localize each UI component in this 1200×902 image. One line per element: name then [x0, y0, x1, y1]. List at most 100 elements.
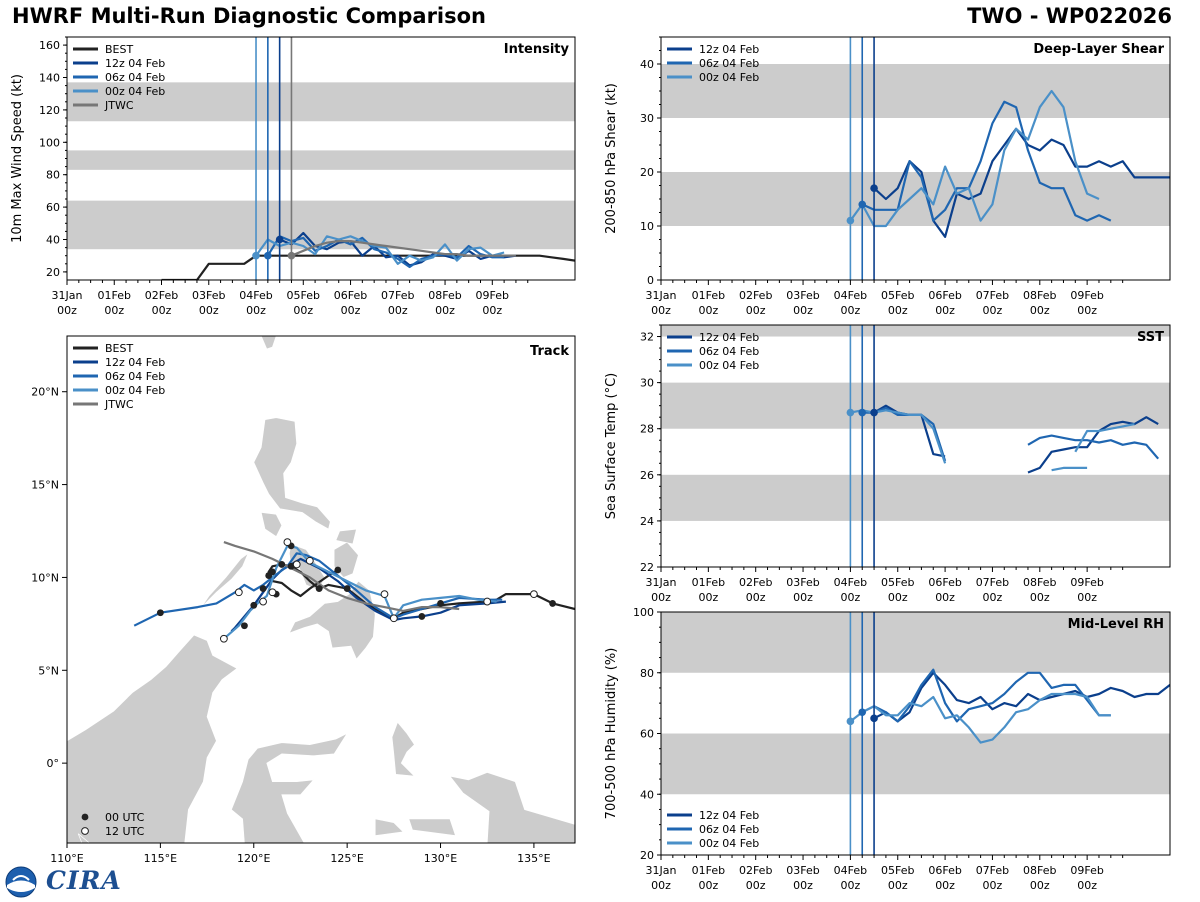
- land-mass-15: [77, 833, 90, 843]
- shear-start-marker-0: [870, 184, 878, 192]
- land-mass-1: [67, 732, 68, 820]
- track-ytick-label: 10°N: [31, 571, 59, 584]
- sst-start-marker-0: [870, 408, 878, 417]
- chart-track: 110°E 115°E 120°E 125°E 130°E 135°E 0° 5°N 10°N 1…: [31, 335, 576, 865]
- intensity-start-marker-2: [252, 251, 260, 260]
- track-point-12utc: [483, 597, 492, 606]
- shear-xtick-label-hour: 00z: [698, 304, 718, 317]
- rh-xtick-label-hour: 00z: [841, 879, 861, 892]
- rh-series-0: [873, 671, 1170, 723]
- track-point-12utc: [259, 597, 268, 606]
- sst-legend-label: 06z 04 Feb: [699, 345, 759, 358]
- shear-ytick-label: 40: [640, 58, 654, 71]
- cira-logo-text: CIRA: [46, 866, 122, 895]
- land-mass-13: [374, 818, 404, 836]
- track-point-12utc: [380, 590, 389, 599]
- shear-ytick-label: 0: [647, 274, 654, 287]
- track-frame: [66, 335, 576, 844]
- intensity-xtick-label-hour: 00z: [57, 304, 77, 317]
- sst-band-1: [661, 382, 1170, 429]
- sst-title: SST: [1137, 330, 1164, 345]
- shear-xtick-label-day: 04Feb: [834, 289, 867, 302]
- intensity-xtick-label-day: 01Feb: [98, 289, 131, 302]
- shear-series-2: [849, 89, 1100, 228]
- noaa-logo-icon: [5, 866, 37, 898]
- track-point-00utc: [156, 609, 164, 617]
- legend-00utc-dot: [81, 813, 89, 821]
- legend-12utc-dot: [81, 827, 89, 835]
- shear-xtick-label-hour: 00z: [935, 304, 955, 317]
- intensity-legend-label: JTWC: [104, 99, 134, 112]
- sst-xtick-label-day: 09Feb: [1070, 576, 1103, 589]
- sst-xtick-label-hour: 00z: [841, 591, 861, 604]
- shear-xtick-label-hour: 00z: [1030, 304, 1050, 317]
- shear-legend-label: 06z 04 Feb: [699, 57, 759, 70]
- shear-ytick-label: 30: [640, 112, 654, 125]
- land-mass-12: [449, 772, 575, 843]
- rh-xtick-label-day: 03Feb: [786, 864, 819, 877]
- sst-band-2: [661, 325, 1170, 337]
- sst-series-1: [1027, 416, 1159, 474]
- intensity-ytick-label: 100: [39, 136, 60, 149]
- shear-legend-label: 12z 04 Feb: [699, 43, 759, 56]
- intensity-xtick-label-hour: 00z: [341, 304, 361, 317]
- sst-legend-label: 00z 04 Feb: [699, 359, 759, 372]
- intensity-ytick-label: 160: [39, 39, 60, 52]
- rh-xtick-label-hour: 00z: [888, 879, 908, 892]
- shear-xtick-label-hour: 00z: [983, 304, 1003, 317]
- sst-start-marker-2: [846, 408, 855, 417]
- shear-series-0: [873, 127, 1170, 238]
- shear-xtick-label-day: 05Feb: [881, 289, 914, 302]
- intensity-series-2: [266, 235, 505, 269]
- rh-xtick-label-day: 31Jan: [646, 864, 677, 877]
- sst-xtick-label-day: 08Feb: [1023, 576, 1056, 589]
- rh-xtick-label-day: 09Feb: [1070, 864, 1103, 877]
- sst-xtick-label-day: 05Feb: [881, 576, 914, 589]
- track-ytick-label: 0°: [47, 757, 60, 770]
- track-series-4: [223, 541, 460, 613]
- intensity-series-4: [291, 240, 516, 257]
- shear-xtick-label-hour: 00z: [1077, 304, 1097, 317]
- sst-xtick-label-day: 31Jan: [646, 576, 677, 589]
- track-ytick-label: 5°N: [38, 664, 59, 677]
- intensity-ytick-label: 140: [39, 72, 60, 85]
- sst-xtick-label-hour: 00z: [698, 591, 718, 604]
- sst-xtick-label-day: 04Feb: [834, 576, 867, 589]
- shear-xtick-label-hour: 00z: [888, 304, 908, 317]
- sst-ytick-label: 30: [640, 377, 654, 390]
- track-ytick-label: 20°N: [31, 386, 59, 399]
- sst-xtick-label-hour: 00z: [983, 591, 1003, 604]
- rh-series-1: [861, 668, 1111, 723]
- track-legend-label: 06z 04 Feb: [105, 370, 165, 383]
- land-mass-9: [260, 511, 283, 538]
- land-mass-11: [260, 336, 277, 350]
- shear-xtick-label-hour: 00z: [793, 304, 813, 317]
- chart-intensity: 20 40 60 80 100 120 140 160 31Jan 00z 01Feb 00z 02Fe…: [10, 36, 576, 317]
- main-title: HWRF Multi-Run Diagnostic Comparison: [12, 4, 487, 28]
- track-point-00utc: [315, 585, 323, 592]
- track-legend-label: 00z 04 Feb: [105, 384, 165, 397]
- track-legend-label: JTWC: [104, 398, 134, 411]
- intensity-band-0: [67, 200, 575, 250]
- intensity-ytick-label: 20: [46, 266, 60, 279]
- shear-xtick-label-day: 31Jan: [646, 289, 677, 302]
- intensity-ytick-label: 120: [39, 104, 60, 117]
- sst-series-4: [850, 409, 947, 464]
- sst-xtick-label-day: 03Feb: [786, 576, 819, 589]
- sst-ytick-label: 22: [640, 561, 654, 574]
- sst-plot-area: [661, 325, 1170, 521]
- rh-legend-label: 12z 04 Feb: [699, 809, 759, 822]
- sst-xtick-label-hour: 00z: [746, 591, 766, 604]
- intensity-xtick-label-hour: 00z: [482, 304, 502, 317]
- land-mass-0: [67, 634, 238, 843]
- track-marker-legend-label: 12 UTC: [105, 825, 145, 838]
- sst-series-6: [1074, 423, 1135, 453]
- shear-xtick-label-day: 09Feb: [1070, 289, 1103, 302]
- sst-series-3: [1027, 434, 1160, 460]
- intensity-xtick-label-day: 05Feb: [287, 289, 320, 302]
- rh-xtick-label-hour: 00z: [935, 879, 955, 892]
- sst-xtick-label-day: 01Feb: [692, 576, 725, 589]
- track-xtick-label: 115°E: [144, 852, 177, 865]
- intensity-ytick-label: 40: [46, 234, 60, 247]
- rh-ytick-label: 80: [640, 667, 654, 680]
